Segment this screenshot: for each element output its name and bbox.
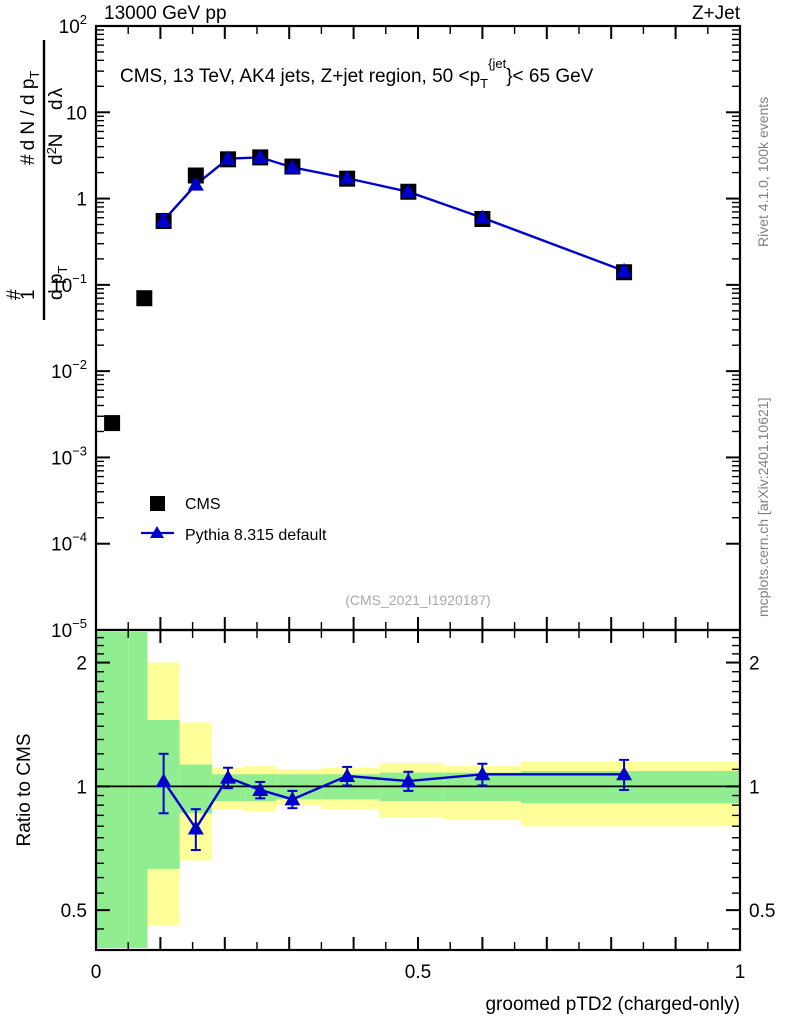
header-left: 13000 GeV pp: [104, 3, 227, 24]
ylabel-dn-sub: T: [27, 71, 42, 79]
ratio-marker: [400, 773, 417, 788]
ratio-y-ticks: 0.5 0.5 1 1 2 2: [61, 636, 775, 930]
mc-marker: [252, 149, 269, 164]
y-tick-label: 10−2: [51, 357, 87, 383]
ratio-marker: [474, 766, 491, 781]
main-title-tail: }< 65 GeV: [506, 66, 593, 87]
x-tick-label: 1: [735, 962, 746, 983]
cms-data-points: [104, 149, 633, 432]
rivet-version-label: Rivet 4.1.0, 100k events: [755, 97, 771, 247]
ylabel-dn: d N / d p: [18, 79, 39, 151]
ylabel-hash2: #: [4, 289, 25, 300]
ratio-curve: [155, 752, 633, 852]
ylabel-dpt: d pT: [46, 266, 70, 300]
mc-marker: [616, 262, 633, 277]
ratio-y-tick-label-right: 1: [749, 777, 760, 798]
ratio-marker: [187, 820, 204, 835]
ylabel-den: d2N: [44, 133, 67, 165]
main-title-sub: T: [480, 76, 488, 91]
y-tick-label: 10: [66, 103, 87, 124]
mc-marker: [339, 170, 356, 185]
y-tick-label: 10−3: [51, 443, 87, 469]
mc-marker: [474, 209, 491, 224]
mcplots-label: mcplots.cern.ch [arXiv:2401.10621]: [755, 398, 771, 617]
ylabel-d2: d: [46, 99, 67, 110]
ratio-marker: [252, 781, 269, 796]
ratio-ylabel: Ratio to CMS: [14, 734, 35, 847]
header-right: Z+Jet: [692, 3, 741, 24]
ylabel-dpt-txt: d p: [46, 274, 67, 300]
legend-label-pythia: Pythia 8.315 default: [185, 527, 327, 544]
main-ylabel: #d N / d pT 1 # d2N d pT dλ: [4, 40, 70, 320]
y-tick-label: 10−4: [51, 530, 87, 556]
band-inner: [96, 632, 129, 948]
x-axis-label: groomed pTD2 (charged-only): [485, 994, 740, 1015]
ratio-y-tick-label: 2: [76, 654, 87, 675]
y-tick-label: 1: [76, 190, 87, 211]
ylabel-one: 1: [18, 289, 39, 300]
band-inner: [128, 632, 148, 948]
mc-curve: [162, 156, 625, 273]
mc-data-points: [155, 149, 633, 277]
ratio-marker: [220, 769, 237, 784]
x-tick-labels: 0 0.5 1: [91, 962, 746, 983]
legend-marker-cms: [150, 496, 165, 511]
ratio-y-tick-label-right: 2: [749, 654, 760, 675]
analysis-watermark: (CMS_2021_I1920187): [345, 592, 491, 608]
ratio-marker: [284, 791, 301, 806]
main-y-ticks: 102 10 1 10−1 10−2 10−3 10−4 10−5: [51, 12, 740, 642]
ratio-x-ticks: [95, 630, 741, 950]
y-tick-label: 102: [59, 12, 87, 38]
main-x-ticks: [95, 26, 741, 630]
legend-label-cms: CMS: [185, 496, 221, 513]
cms-marker: [187, 167, 204, 184]
y-tick-label: 10−5: [51, 616, 87, 642]
cms-marker: [104, 415, 121, 432]
ylabel-num: # d N / d pT: [18, 71, 42, 165]
ratio-uncertainty-bands: [96, 632, 740, 948]
main-plot-title: CMS, 13 TeV, AK4 jets, Z+jet region, 50 …: [120, 56, 594, 91]
ylabel-dpt-sub: T: [55, 266, 70, 274]
mc-marker: [155, 212, 172, 227]
side-text-top: Rivet 4.1.0, 100k events: [755, 97, 771, 247]
cms-marker: [136, 290, 153, 307]
main-title-text: CMS, 13 TeV, AK4 jets, Z+jet region, 50 …: [120, 66, 480, 87]
mc-marker: [220, 150, 237, 165]
y-tick-label: 10−1: [51, 271, 87, 297]
ratio-marker: [616, 766, 633, 781]
legend: CMS Pythia 8.315 default: [141, 496, 327, 544]
ratio-y-tick-label-right: 0.5: [749, 901, 775, 922]
band-inner: [179, 764, 212, 814]
legend-marker-pythia: [150, 526, 164, 538]
ylabel-dlambda: dλ: [46, 87, 67, 110]
ratio-marker: [155, 773, 172, 788]
ratio-marker: [339, 767, 356, 782]
ylabel-hash1: #: [18, 154, 39, 165]
ylabel-d1-sup: 2: [44, 147, 59, 154]
mc-marker: [400, 183, 417, 198]
side-text-bottom: mcplots.cern.ch [arXiv:2401.10621]: [755, 398, 771, 617]
ylabel-d1: d: [46, 154, 67, 165]
ylabel-lambda-txt: λ: [46, 87, 67, 97]
mc-marker: [284, 159, 301, 174]
main-title-sup: {jet: [488, 56, 506, 71]
mc-marker: [187, 176, 204, 191]
mc-polyline: [162, 156, 625, 273]
ylabel-N: N: [46, 133, 67, 147]
x-tick-label: 0: [91, 962, 102, 983]
ratio-y-tick-label: 0.5: [61, 901, 87, 922]
x-tick-label: 0.5: [405, 962, 431, 983]
ratio-y-tick-label: 1: [76, 777, 87, 798]
